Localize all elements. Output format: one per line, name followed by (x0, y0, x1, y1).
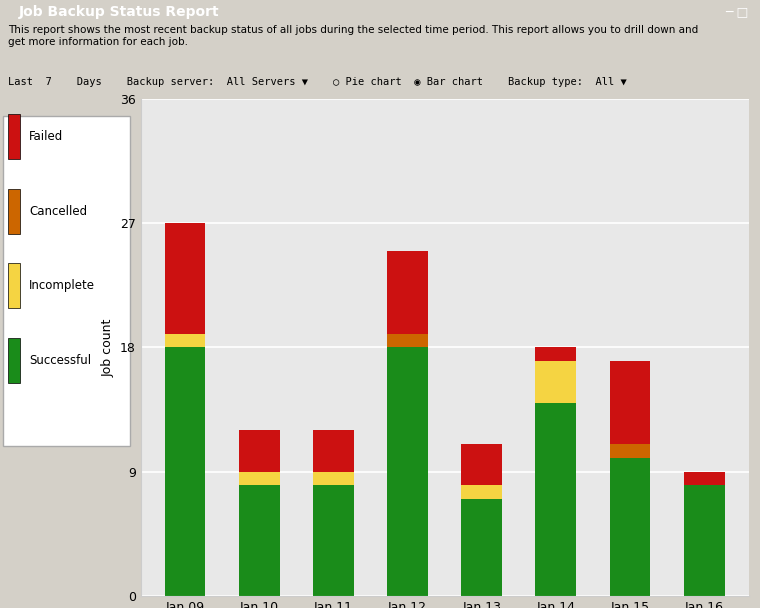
Text: This report shows the most recent backup status of all jobs during the selected : This report shows the most recent backup… (8, 26, 698, 47)
Text: Job Backup Status Report: Job Backup Status Report (19, 4, 220, 19)
Bar (8, 188, 20, 233)
Y-axis label: Job count: Job count (101, 318, 114, 377)
Bar (8, 114, 20, 159)
Bar (461, 485, 502, 499)
Bar (313, 430, 353, 472)
Bar (536, 361, 576, 402)
Text: ─ □: ─ □ (726, 5, 749, 18)
Text: Incomplete: Incomplete (29, 280, 95, 292)
Bar (387, 334, 428, 348)
Bar (536, 402, 576, 596)
Bar (239, 472, 280, 485)
Bar (8, 339, 20, 384)
Bar (165, 223, 205, 334)
Bar (461, 499, 502, 596)
Bar (610, 458, 651, 596)
Text: Cancelled: Cancelled (29, 204, 87, 218)
Bar (387, 348, 428, 596)
Bar (684, 485, 724, 596)
Text: Failed: Failed (29, 130, 64, 142)
Bar (3, 116, 131, 446)
Bar (165, 348, 205, 596)
Bar (387, 251, 428, 334)
Bar (165, 334, 205, 348)
Text: Last  7    Days    Backup server:  All Servers ▼    ○ Pie chart  ◉ Bar chart    : Last 7 Days Backup server: All Servers ▼… (8, 77, 626, 88)
Bar (610, 444, 651, 458)
Bar (239, 430, 280, 472)
Bar (313, 485, 353, 596)
Bar (313, 472, 353, 485)
Bar (461, 444, 502, 485)
Bar (239, 485, 280, 596)
Text: Successful: Successful (29, 354, 91, 367)
Bar (536, 348, 576, 361)
Bar (610, 361, 651, 444)
Bar (684, 472, 724, 485)
Bar (8, 263, 20, 308)
